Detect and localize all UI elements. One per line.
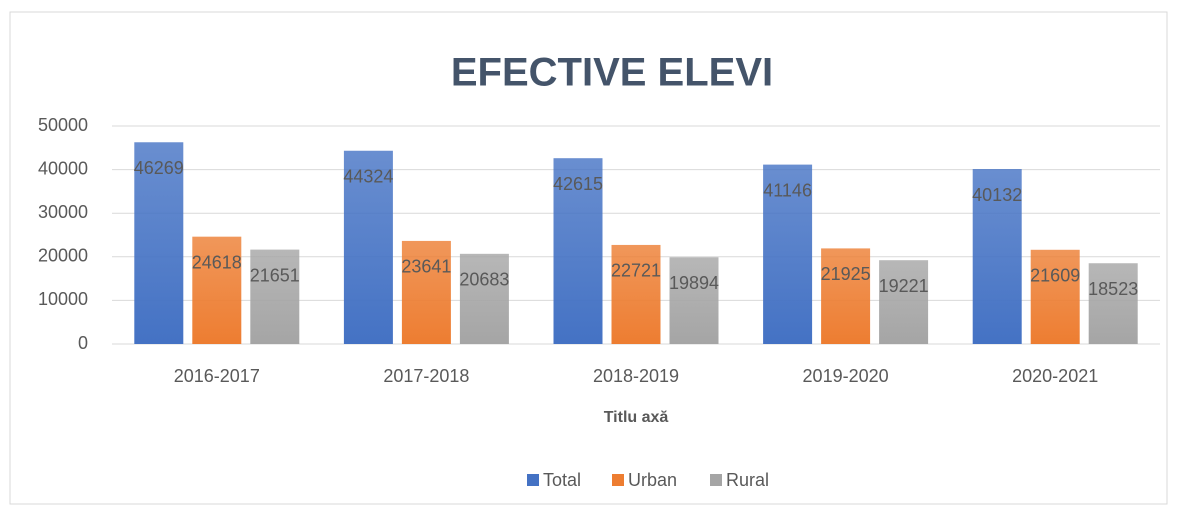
y-tick-label: 0 bbox=[78, 333, 88, 353]
bar bbox=[879, 260, 929, 344]
data-label: 21651 bbox=[250, 265, 300, 285]
y-tick-label: 10000 bbox=[38, 289, 88, 309]
legend-label: Urban bbox=[628, 470, 677, 490]
data-label: 19894 bbox=[669, 273, 719, 293]
bar bbox=[343, 150, 393, 344]
data-label: 41146 bbox=[763, 180, 812, 200]
data-label: 20683 bbox=[459, 270, 509, 290]
legend-swatch bbox=[527, 474, 539, 486]
x-tick-label: 2016-2017 bbox=[174, 366, 260, 386]
data-label: 19221 bbox=[879, 276, 929, 296]
y-tick-label: 20000 bbox=[38, 246, 88, 266]
legend-label: Rural bbox=[726, 470, 769, 490]
chart-title: EFECTIVE ELEVI bbox=[451, 51, 773, 95]
bar bbox=[763, 164, 813, 344]
x-tick-label: 2019-2020 bbox=[803, 366, 889, 386]
bar bbox=[972, 169, 1022, 344]
x-tick-label: 2017-2018 bbox=[383, 366, 469, 386]
bar bbox=[669, 257, 719, 344]
bar bbox=[611, 244, 661, 344]
data-label: 18523 bbox=[1088, 279, 1138, 299]
legend-swatch bbox=[710, 474, 722, 486]
bar bbox=[192, 236, 242, 344]
data-label: 44324 bbox=[343, 166, 393, 186]
bar bbox=[1030, 249, 1080, 344]
data-label: 42615 bbox=[553, 174, 603, 194]
data-label: 23641 bbox=[401, 257, 451, 277]
data-label: 22721 bbox=[611, 261, 661, 281]
data-label: 40132 bbox=[972, 185, 1022, 205]
legend-swatch bbox=[612, 474, 624, 486]
data-label: 21925 bbox=[821, 264, 871, 284]
bar bbox=[1088, 263, 1138, 344]
x-axis-title: Titlu axă bbox=[604, 409, 669, 426]
bar bbox=[250, 249, 300, 344]
y-tick-label: 50000 bbox=[38, 115, 88, 135]
bar bbox=[459, 253, 509, 344]
bar bbox=[401, 240, 451, 344]
y-tick-label: 40000 bbox=[38, 158, 88, 178]
data-label: 46269 bbox=[134, 158, 184, 178]
bar bbox=[821, 248, 871, 344]
data-label: 21609 bbox=[1030, 266, 1080, 286]
data-label: 24618 bbox=[192, 252, 242, 272]
x-tick-label: 2018-2019 bbox=[593, 366, 679, 386]
bar bbox=[553, 158, 603, 344]
legend-label: Total bbox=[543, 470, 581, 490]
y-tick-label: 30000 bbox=[38, 202, 88, 222]
x-tick-label: 2020-2021 bbox=[1012, 366, 1098, 386]
bar bbox=[134, 142, 184, 344]
